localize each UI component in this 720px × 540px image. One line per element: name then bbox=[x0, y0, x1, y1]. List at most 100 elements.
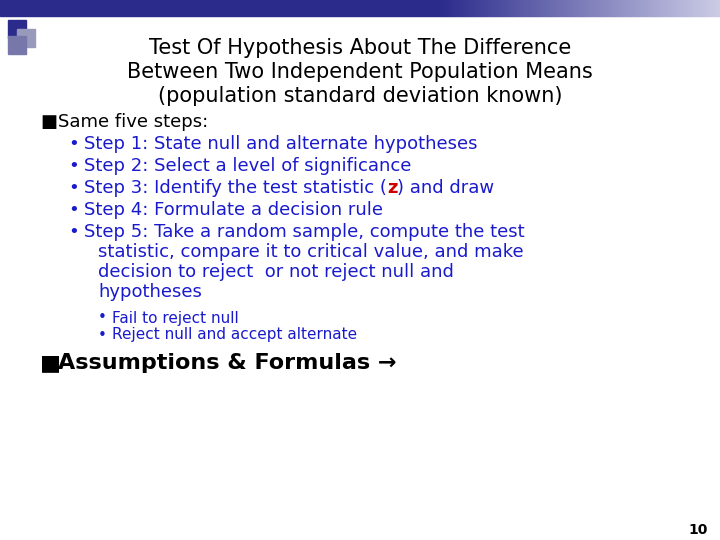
Bar bbox=[618, 0, 619, 16]
Bar bbox=[703, 0, 704, 16]
Bar bbox=[546, 0, 547, 16]
Bar bbox=[477, 0, 478, 16]
Bar bbox=[517, 0, 518, 16]
Bar bbox=[572, 0, 573, 16]
Bar bbox=[484, 0, 485, 16]
Bar bbox=[482, 0, 483, 16]
Bar bbox=[460, 0, 461, 16]
Bar bbox=[544, 0, 545, 16]
Bar bbox=[597, 0, 598, 16]
Bar bbox=[461, 0, 462, 16]
Bar bbox=[614, 0, 615, 16]
Bar bbox=[647, 0, 648, 16]
Bar bbox=[527, 0, 528, 16]
Bar bbox=[476, 0, 477, 16]
Bar bbox=[604, 0, 605, 16]
Bar bbox=[670, 0, 671, 16]
Bar bbox=[671, 0, 672, 16]
Bar bbox=[694, 0, 695, 16]
Bar bbox=[719, 0, 720, 16]
Bar bbox=[554, 0, 555, 16]
Bar bbox=[500, 0, 501, 16]
Bar bbox=[630, 0, 631, 16]
Bar bbox=[552, 0, 553, 16]
Text: Assumptions & Formulas →: Assumptions & Formulas → bbox=[58, 353, 397, 373]
Bar bbox=[711, 0, 712, 16]
Bar bbox=[595, 0, 596, 16]
Bar bbox=[442, 0, 443, 16]
Bar bbox=[571, 0, 572, 16]
Bar bbox=[636, 0, 637, 16]
Text: ) and draw: ) and draw bbox=[397, 179, 495, 197]
Bar bbox=[488, 0, 489, 16]
Bar bbox=[502, 0, 503, 16]
Bar bbox=[565, 0, 566, 16]
Bar bbox=[509, 0, 510, 16]
Bar bbox=[512, 0, 513, 16]
Bar bbox=[538, 0, 539, 16]
Bar bbox=[519, 0, 520, 16]
Bar bbox=[491, 0, 492, 16]
Bar bbox=[644, 0, 645, 16]
Bar bbox=[584, 0, 585, 16]
Bar bbox=[570, 0, 571, 16]
Bar bbox=[557, 0, 558, 16]
Bar bbox=[526, 0, 527, 16]
Bar bbox=[627, 0, 628, 16]
Bar bbox=[475, 0, 476, 16]
Text: Reject null and accept alternate: Reject null and accept alternate bbox=[112, 327, 357, 342]
Bar bbox=[623, 0, 624, 16]
Bar bbox=[673, 0, 674, 16]
Text: Step 1: State null and alternate hypotheses: Step 1: State null and alternate hypothe… bbox=[84, 135, 477, 153]
Bar bbox=[441, 0, 442, 16]
Bar bbox=[655, 0, 656, 16]
Text: Step 2: Select a level of significance: Step 2: Select a level of significance bbox=[84, 157, 411, 175]
Bar bbox=[556, 0, 557, 16]
Text: Step 5: Take a random sample, compute the test: Step 5: Take a random sample, compute th… bbox=[84, 223, 525, 241]
Bar bbox=[17, 29, 35, 47]
Bar bbox=[492, 0, 493, 16]
Bar bbox=[0, 0, 440, 16]
Bar bbox=[507, 0, 508, 16]
Text: 10: 10 bbox=[688, 523, 708, 537]
Bar bbox=[707, 0, 708, 16]
Bar bbox=[481, 0, 482, 16]
Bar bbox=[650, 0, 651, 16]
Bar bbox=[528, 0, 529, 16]
Bar bbox=[473, 0, 474, 16]
Text: hypotheses: hypotheses bbox=[98, 283, 202, 301]
Bar bbox=[700, 0, 701, 16]
Bar bbox=[643, 0, 644, 16]
Bar bbox=[701, 0, 702, 16]
Bar bbox=[533, 0, 534, 16]
Bar bbox=[672, 0, 673, 16]
Bar bbox=[619, 0, 620, 16]
Bar bbox=[598, 0, 599, 16]
Bar bbox=[653, 0, 654, 16]
Bar bbox=[603, 0, 604, 16]
Bar bbox=[529, 0, 530, 16]
Bar bbox=[710, 0, 711, 16]
Bar bbox=[513, 0, 514, 16]
Bar bbox=[514, 0, 515, 16]
Bar bbox=[601, 0, 602, 16]
Bar bbox=[550, 0, 551, 16]
Bar bbox=[455, 0, 456, 16]
Bar bbox=[646, 0, 647, 16]
Bar bbox=[553, 0, 554, 16]
Bar bbox=[444, 0, 445, 16]
Bar bbox=[493, 0, 494, 16]
Bar bbox=[567, 0, 568, 16]
Bar bbox=[628, 0, 629, 16]
Bar bbox=[471, 0, 472, 16]
Bar bbox=[583, 0, 584, 16]
Bar bbox=[464, 0, 465, 16]
Bar bbox=[702, 0, 703, 16]
Bar bbox=[483, 0, 484, 16]
Bar bbox=[705, 0, 706, 16]
Bar bbox=[677, 0, 678, 16]
Bar bbox=[706, 0, 707, 16]
Bar bbox=[645, 0, 646, 16]
Bar bbox=[632, 0, 633, 16]
Bar bbox=[525, 0, 526, 16]
